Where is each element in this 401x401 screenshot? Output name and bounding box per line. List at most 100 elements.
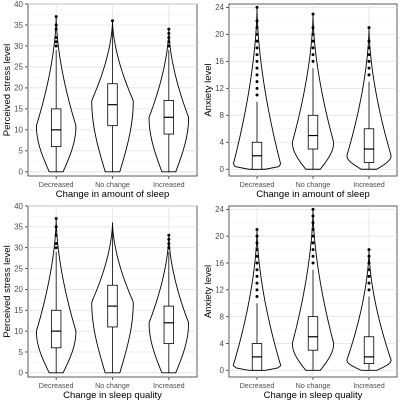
- y-axis-title: Anxiety level: [203, 63, 214, 116]
- outlier-point: [54, 23, 58, 27]
- outlier-point: [54, 36, 58, 40]
- box-3: [363, 336, 375, 364]
- outlier-point: [311, 59, 315, 63]
- y-tick-label: 5: [19, 147, 24, 156]
- x-tick-label: No change: [95, 180, 130, 189]
- outlier-point: [255, 53, 259, 57]
- outlier-point: [255, 80, 259, 84]
- outlier-point: [255, 73, 259, 77]
- outlier-point: [311, 221, 315, 225]
- outlier-point: [367, 261, 371, 265]
- x-tick-label: No change: [95, 381, 130, 390]
- box-3: [163, 305, 175, 345]
- y-tick-label: 0: [220, 366, 225, 375]
- outlier-point: [255, 93, 259, 97]
- outlier-point: [255, 241, 259, 245]
- outlier-point: [255, 26, 259, 30]
- y-tick-label: 25: [14, 264, 23, 273]
- y-tick-label: 35: [14, 21, 23, 30]
- outlier-point: [167, 242, 171, 246]
- outlier-point: [111, 19, 114, 23]
- outlier-point: [367, 26, 371, 30]
- y-tick-label: 8: [220, 111, 225, 120]
- outlier-point: [311, 46, 315, 50]
- y-tick-label: 5: [19, 348, 24, 357]
- y-tick-label: 12: [215, 84, 224, 93]
- outlier-point: [255, 5, 259, 9]
- outlier-point: [255, 254, 259, 258]
- outlier-point: [367, 59, 371, 63]
- outlier-point: [255, 227, 259, 231]
- y-tick-label: 25: [14, 63, 23, 72]
- outlier-point: [311, 261, 315, 265]
- y-tick-label: 15: [14, 306, 23, 315]
- outlier-point: [311, 32, 315, 36]
- y-tick-label: 0: [220, 165, 225, 174]
- outlier-point: [255, 268, 259, 272]
- y-tick-label: 15: [14, 105, 23, 114]
- y-tick-label: 40: [14, 0, 23, 9]
- y-tick-label: 20: [14, 84, 23, 93]
- outlier-point: [367, 288, 371, 292]
- y-tick-label: 4: [220, 339, 225, 348]
- box-2: [307, 316, 319, 351]
- outlier-point: [311, 254, 315, 258]
- outlier-point: [167, 36, 171, 40]
- y-tick-label: 0: [19, 369, 24, 378]
- outlier-point: [167, 246, 171, 250]
- y-tick-label: 35: [14, 223, 23, 232]
- outlier-point: [367, 66, 371, 70]
- box-1: [50, 108, 62, 148]
- outlier-point: [367, 73, 371, 77]
- outlier-point: [167, 44, 171, 48]
- y-tick-label: 0: [19, 168, 24, 177]
- y-tick-label: 10: [14, 126, 23, 135]
- y-tick-label: 40: [14, 202, 23, 211]
- y-axis-title: Perceived stress level: [2, 245, 13, 337]
- y-tick-label: 16: [215, 57, 224, 66]
- box-2: [307, 114, 319, 150]
- y-tick-label: 20: [215, 232, 224, 241]
- outlier-point: [311, 248, 315, 252]
- x-tick-label: Increased: [353, 180, 385, 189]
- box-1: [50, 309, 62, 349]
- outlier-point: [367, 274, 371, 278]
- y-axis-title: Perceived stress level: [2, 44, 13, 136]
- x-tick-label: Decreased: [240, 180, 275, 189]
- outlier-point: [311, 39, 315, 43]
- outlier-point: [311, 207, 315, 211]
- y-tick-label: 20: [14, 285, 23, 294]
- outlier-point: [255, 32, 259, 36]
- panel-3: 0 5 10 15 20 25 30 35 40 Decreased No change Increa…: [2, 202, 198, 401]
- outlier-point: [54, 233, 58, 237]
- outlier-point: [311, 214, 315, 218]
- outlier-point: [367, 281, 371, 285]
- x-axis-title: Change in sleep quality: [63, 390, 162, 401]
- outlier-point: [255, 39, 259, 43]
- outlier-point: [54, 242, 58, 246]
- outlier-point: [367, 53, 371, 57]
- outlier-point: [255, 248, 259, 252]
- panel-4: 0 4 8 12 16 20 24 Decreased No change IncreasedCh…: [203, 205, 398, 401]
- outlier-point: [167, 27, 171, 31]
- outlier-point: [255, 281, 259, 285]
- outlier-point: [255, 274, 259, 278]
- panel-1: 0 5 10 15 20 25 30 35 40 Decreased No change Increa…: [2, 0, 198, 200]
- y-axis-title: Anxiety level: [203, 265, 214, 318]
- outlier-point: [367, 39, 371, 43]
- outlier-point: [311, 53, 315, 57]
- x-axis-title: Change in amount of sleep: [256, 189, 370, 200]
- x-tick-label: No change: [296, 381, 331, 390]
- y-tick-label: 4: [220, 138, 225, 147]
- outlier-point: [255, 234, 259, 238]
- outlier-point: [255, 261, 259, 265]
- outlier-point: [54, 15, 58, 19]
- x-tick-label: Increased: [153, 381, 185, 390]
- outlier-point: [311, 12, 315, 16]
- outlier-point: [167, 233, 171, 237]
- outlier-point: [255, 288, 259, 292]
- outlier-point: [311, 234, 315, 238]
- outlier-point: [311, 227, 315, 231]
- y-tick-label: 16: [215, 259, 224, 268]
